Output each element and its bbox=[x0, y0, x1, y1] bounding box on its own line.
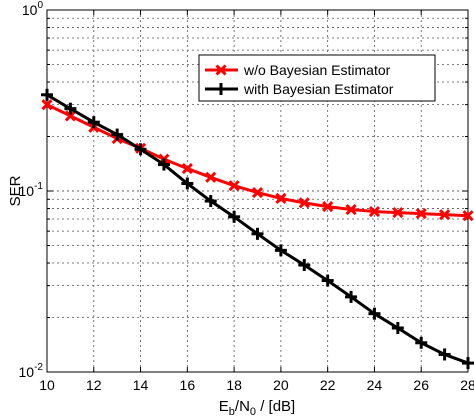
data-point bbox=[251, 187, 264, 199]
data-point bbox=[298, 259, 311, 272]
data-point bbox=[391, 322, 404, 335]
data-point bbox=[321, 274, 334, 287]
series-with-bayesian bbox=[41, 88, 474, 370]
x-tick-label: 16 bbox=[180, 377, 196, 393]
data-point bbox=[157, 158, 170, 171]
data-point bbox=[205, 171, 217, 183]
data-point bbox=[87, 116, 100, 129]
data-point bbox=[368, 205, 381, 218]
data-point bbox=[181, 163, 193, 175]
data-point bbox=[345, 203, 357, 216]
x-tick-label: 28 bbox=[460, 377, 474, 393]
data-point bbox=[41, 88, 53, 101]
data-point bbox=[274, 244, 287, 257]
legend-marker bbox=[215, 83, 227, 95]
data-point bbox=[392, 207, 404, 219]
axis-ticks: 10 12 14 16 18 20 22 24 26 28 100 10-1 10-2 bbox=[19, 0, 474, 393]
legend-label: with Bayesian Estimator bbox=[243, 81, 394, 97]
x-tick-label: 24 bbox=[367, 377, 383, 393]
legend-label: w/o Bayesian Estimator bbox=[243, 62, 391, 78]
data-point bbox=[275, 192, 287, 204]
data-point bbox=[228, 180, 240, 192]
data-point bbox=[251, 227, 264, 240]
series-without-bayesian bbox=[41, 99, 474, 222]
data-point bbox=[64, 102, 77, 115]
data-point bbox=[438, 348, 451, 361]
x-axis-label: Eb/N0 / [dB] bbox=[219, 398, 295, 418]
data-point bbox=[462, 357, 474, 370]
data-point bbox=[134, 143, 147, 156]
data-point bbox=[204, 195, 217, 208]
y-tick-label: 10-1 bbox=[19, 181, 44, 199]
data-point bbox=[415, 208, 427, 220]
y-axis-label: SER bbox=[7, 175, 24, 206]
x-tick-label: 18 bbox=[226, 377, 242, 393]
data-point bbox=[111, 128, 124, 141]
x-tick-label: 10 bbox=[39, 377, 55, 393]
x-tick-label: 12 bbox=[86, 377, 102, 393]
data-point bbox=[228, 210, 241, 223]
data-point bbox=[298, 197, 310, 209]
data-point bbox=[439, 209, 451, 221]
x-tick-label: 26 bbox=[413, 377, 429, 393]
legend: w/o Bayesian Estimator with Bayesian Esti… bbox=[198, 54, 436, 102]
x-tick-label: 22 bbox=[320, 377, 336, 393]
data-point bbox=[415, 336, 428, 349]
data-point bbox=[368, 307, 381, 320]
data-point bbox=[345, 290, 358, 303]
data-point bbox=[181, 177, 194, 190]
data-point bbox=[64, 110, 76, 122]
series-layer bbox=[41, 88, 474, 370]
y-tick-label: 100 bbox=[22, 0, 44, 18]
legend-box bbox=[198, 54, 436, 102]
data-point bbox=[462, 210, 474, 222]
data-point bbox=[41, 99, 53, 111]
y-tick-label: 10-2 bbox=[19, 362, 44, 380]
x-tick-label: 14 bbox=[133, 377, 149, 393]
data-point bbox=[322, 201, 334, 213]
legend-entry: w/o Bayesian Estimator bbox=[205, 62, 391, 78]
legend-marker bbox=[215, 64, 227, 76]
legend-entry: with Bayesian Estimator bbox=[205, 81, 394, 97]
x-tick-label: 20 bbox=[273, 377, 289, 393]
